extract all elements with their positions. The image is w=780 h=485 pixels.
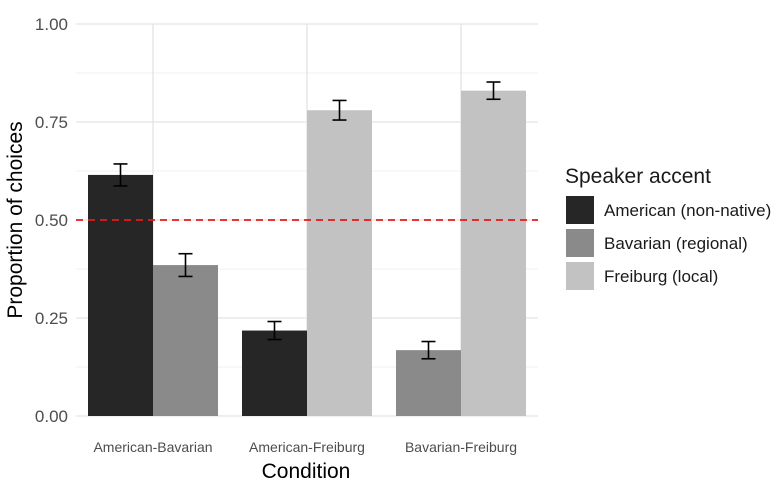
legend-label: Freiburg (local): [604, 267, 718, 286]
y-tick-label: 0.25: [35, 309, 68, 328]
y-tick-label: 0.50: [35, 211, 68, 230]
bar: [307, 110, 372, 417]
y-tick-label: 0.00: [35, 407, 68, 426]
x-tick-label: American-Bavarian: [93, 439, 212, 455]
bar: [88, 174, 153, 416]
y-tick-label: 1.00: [35, 15, 68, 34]
bar: [153, 265, 218, 416]
x-tick-label: American-Freiburg: [249, 439, 365, 455]
legend-swatch: [566, 229, 594, 257]
legend-swatch: [566, 262, 594, 290]
y-axis-ticks: 0.00 0.25 0.50 0.75 1.00: [35, 15, 68, 426]
legend: Speaker accent American (non-native) Bava…: [565, 165, 771, 290]
y-tick-label: 0.75: [35, 113, 68, 132]
legend-swatch: [566, 196, 594, 224]
bars: [88, 90, 526, 417]
legend-title: Speaker accent: [565, 165, 711, 188]
bar: [396, 350, 461, 416]
x-tick-label: Bavarian-Freiburg: [405, 439, 517, 455]
legend-items: American (non-native) Bavarian (regional)…: [566, 196, 771, 290]
x-axis-ticks: American-Bavarian American-Freiburg Bavari…: [93, 439, 517, 455]
legend-label: Bavarian (regional): [604, 234, 748, 253]
bar: [461, 90, 526, 416]
error-bars: [113, 81, 501, 360]
y-axis-title: Proportion of choices: [4, 121, 27, 318]
x-axis-title: Condition: [262, 460, 351, 483]
legend-label: American (non-native): [604, 201, 771, 220]
bar: [242, 330, 307, 416]
